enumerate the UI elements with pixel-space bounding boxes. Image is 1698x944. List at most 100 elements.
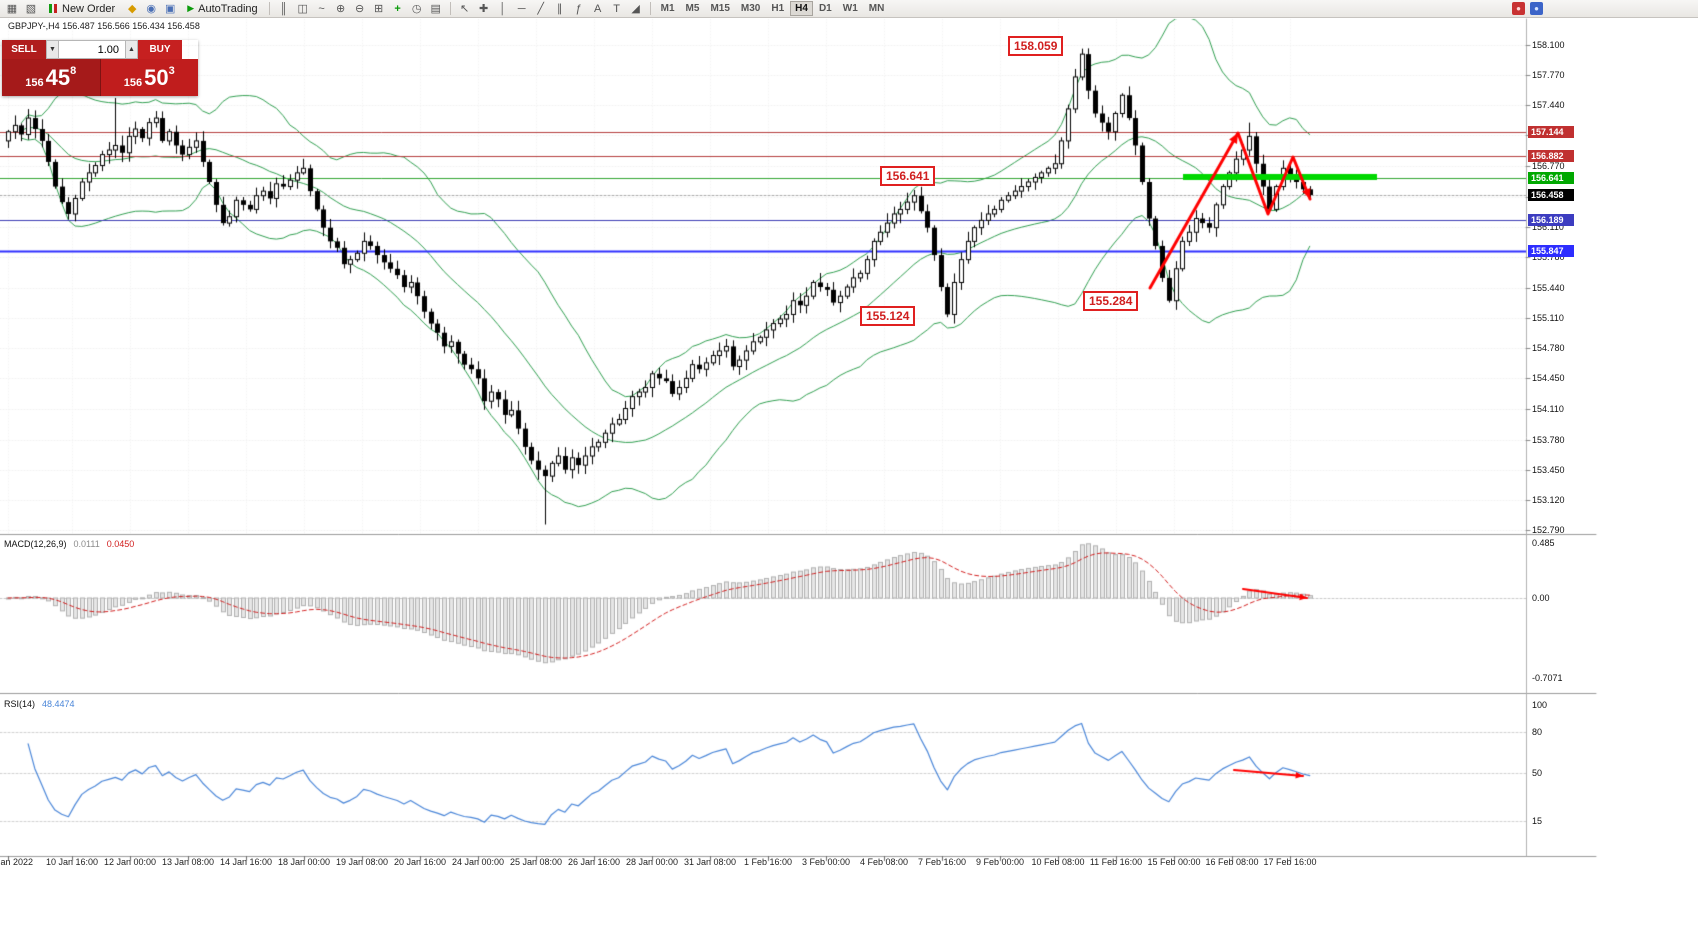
line-chart-icon[interactable]: ~ <box>313 1 331 17</box>
templates-icon[interactable]: ▤ <box>427 1 445 17</box>
profiles-icon: ▧ <box>25 2 37 15</box>
buy-price-sup: 3 <box>168 65 175 77</box>
crosshair-icon[interactable]: ✚ <box>475 1 493 17</box>
price-annotation-box[interactable]: 156.641 <box>880 166 936 186</box>
price-annotation-box[interactable]: 158.059 <box>1008 36 1064 56</box>
indicators-icon[interactable]: + <box>389 1 407 17</box>
macd-axis-tick: 0.00 <box>1532 593 1550 603</box>
price-axis-tick: 157.770 <box>1532 70 1565 81</box>
rsi-axis-tick: 80 <box>1532 727 1543 738</box>
zoom-out-icon: ⊖ <box>355 2 365 15</box>
macd-axis-tick: -0.7071 <box>1532 672 1563 683</box>
horizontal-line-icon[interactable]: ─ <box>513 1 531 17</box>
price-axis[interactable]: 158.100157.770157.440157.110156.770156.4… <box>1528 0 1596 944</box>
price-axis-marker: 157.144 <box>1528 126 1574 139</box>
price-axis-tick: 154.780 <box>1532 343 1565 354</box>
one-click-controls-row: SELL ▼ ▲ BUY <box>2 40 198 59</box>
trendline-icon[interactable]: ╱ <box>532 1 550 17</box>
arrows-icon[interactable]: ◢ <box>627 1 645 17</box>
candlestick-chart-icon[interactable]: ◫ <box>294 1 312 17</box>
new-order-button[interactable]: New Order <box>42 1 121 17</box>
volume-increase-button[interactable]: ▲ <box>125 40 138 59</box>
price-axis-tick: 153.120 <box>1532 494 1565 505</box>
vertical-line-icon[interactable]: │ <box>494 1 512 17</box>
bar-chart-icon[interactable]: ║ <box>275 1 293 17</box>
mql5-community-icon: ◉ <box>146 2 156 15</box>
time-axis-label: 28 Jan 00:00 <box>625 857 679 867</box>
timeframe-mn-button[interactable]: MN <box>864 1 890 16</box>
timeframe-h4-button[interactable]: H4 <box>790 1 813 16</box>
rsi-axis-tick: 15 <box>1532 815 1543 826</box>
sell-price[interactable]: 156 45 8 <box>2 59 100 96</box>
equidistant-channel-icon[interactable]: ∥ <box>551 1 569 17</box>
toolbar-separator <box>268 2 270 15</box>
new-chart-icon: ▦ <box>6 2 18 15</box>
text-label-icon[interactable]: T <box>608 1 626 17</box>
price-axis-tick: 153.450 <box>1532 464 1565 475</box>
timeframe-m30-button[interactable]: M30 <box>736 1 765 16</box>
buy-price-prefix: 156 <box>123 77 143 89</box>
time-axis[interactable]: Jan 2022 10 Jan 16:00 12 Jan 00:00 13 Jan 0… <box>0 857 1528 871</box>
time-axis-label: 9 Feb 00:00 <box>975 857 1025 867</box>
time-axis-label: 10 Jan 16:00 <box>45 857 99 867</box>
profiles-icon[interactable]: ▧ <box>22 1 40 17</box>
new-chart-icon[interactable]: ▦ <box>3 1 21 17</box>
buy-button[interactable]: BUY <box>138 40 182 59</box>
cursor-icon[interactable]: ↖ <box>456 1 474 17</box>
chat-icon[interactable]: ● <box>1530 2 1543 15</box>
zoom-in-icon: ⊕ <box>336 2 346 15</box>
tile-windows-icon[interactable]: ⊞ <box>370 1 388 17</box>
fibonacci-icon: ƒ <box>575 2 582 15</box>
buy-price-big: 50 <box>144 64 169 90</box>
macd-axis-tick: 0.485 <box>1532 538 1555 549</box>
price-annotation-box[interactable]: 155.284 <box>1083 291 1139 311</box>
time-axis-label: 13 Jan 08:00 <box>161 857 215 867</box>
time-axis-label: 12 Jan 00:00 <box>103 857 157 867</box>
market-watch-icon[interactable]: ▣ <box>161 1 179 17</box>
volume-decrease-button[interactable]: ▼ <box>46 40 59 59</box>
time-axis-label: 1 Feb 16:00 <box>743 857 793 867</box>
zoom-in-icon[interactable]: ⊕ <box>332 1 350 17</box>
timeframe-m15-button[interactable]: M15 <box>705 1 734 16</box>
line-chart-icon: ~ <box>318 2 325 15</box>
autotrading-button[interactable]: ▶ AutoTrading <box>181 1 263 17</box>
new-order-label: New Order <box>62 2 116 15</box>
fibonacci-icon[interactable]: ƒ <box>570 1 588 17</box>
time-axis-label: 31 Jan 08:00 <box>683 857 737 867</box>
periods-dropdown-icon: ◷ <box>411 2 422 15</box>
timeframe-d1-button[interactable]: D1 <box>814 1 837 16</box>
bar-chart-icon: ║ <box>279 2 288 15</box>
price-axis-tick: 158.100 <box>1532 40 1565 50</box>
equidistant-channel-icon: ∥ <box>556 2 563 15</box>
metaeditor-icon[interactable]: ◆ <box>123 1 141 17</box>
text-icon[interactable]: A <box>589 1 607 17</box>
price-axis-marker: 156.189 <box>1528 213 1574 226</box>
price-axis-marker: 156.641 <box>1528 172 1574 185</box>
sell-button[interactable]: SELL <box>2 40 46 59</box>
price-axis-tick: 154.450 <box>1532 373 1565 384</box>
toolbar-separator <box>649 2 651 15</box>
price-annotation-box[interactable]: 155.124 <box>860 306 916 326</box>
time-axis-label: 15 Feb 00:00 <box>1147 857 1201 867</box>
volume-input[interactable] <box>59 40 125 59</box>
price-axis-tick: 152.790 <box>1532 524 1565 535</box>
rsi-axis-tick: 50 <box>1532 768 1543 778</box>
time-axis-label: 26 Jan 16:00 <box>567 857 621 867</box>
timeframe-m1-button[interactable]: M1 <box>656 1 680 16</box>
time-axis-label: 25 Jan 08:00 <box>509 857 563 867</box>
timeframe-h1-button[interactable]: H1 <box>766 1 789 16</box>
buy-price[interactable]: 156 50 3 <box>99 59 198 96</box>
news-icon[interactable]: ● <box>1512 2 1525 15</box>
autotrading-play-icon: ▶ <box>187 3 195 13</box>
time-axis-label: Jan 2022 <box>0 857 34 867</box>
mql5-community-icon[interactable]: ◉ <box>142 1 160 17</box>
periods-dropdown-icon[interactable]: ◷ <box>408 1 426 17</box>
time-axis-label: 14 Jan 16:00 <box>219 857 273 867</box>
time-axis-label: 3 Feb 00:00 <box>801 857 851 867</box>
zoom-out-icon[interactable]: ⊖ <box>351 1 369 17</box>
timeframe-m5-button[interactable]: M5 <box>681 1 705 16</box>
price-axis-tick: 157.440 <box>1532 100 1565 111</box>
timeframe-w1-button[interactable]: W1 <box>838 1 863 16</box>
